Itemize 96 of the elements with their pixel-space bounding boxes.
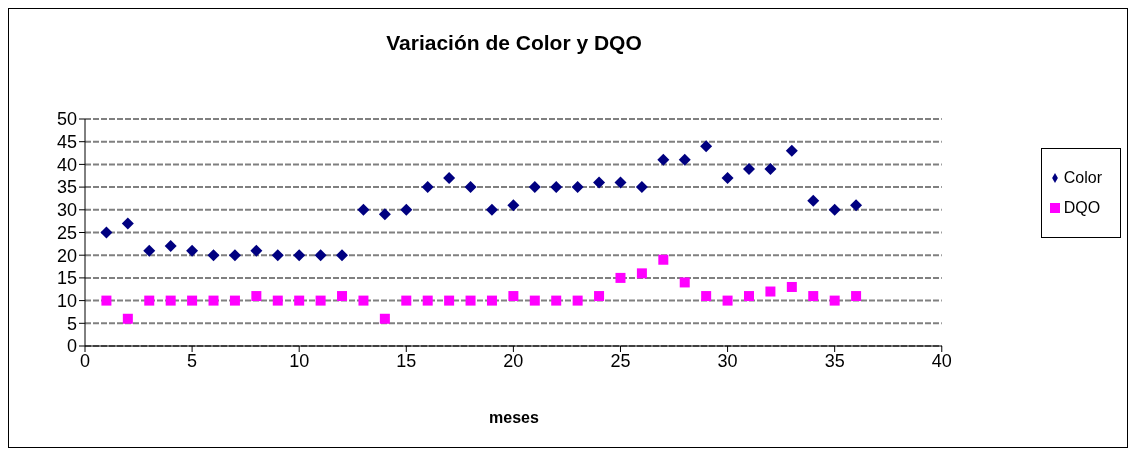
point (635, 181, 648, 194)
point (657, 153, 670, 166)
point (528, 181, 541, 194)
point (594, 291, 605, 302)
point (636, 268, 647, 279)
y-tick-label: 25 (56, 222, 77, 243)
x-tick-label: 30 (717, 350, 738, 371)
point (400, 203, 413, 216)
point (658, 254, 669, 265)
point (722, 295, 733, 306)
point (550, 181, 563, 194)
point (551, 295, 562, 306)
point (421, 181, 434, 194)
y-tick-label: 0 (66, 336, 77, 357)
point (765, 286, 776, 297)
point (807, 194, 820, 207)
y-tick-label: 30 (56, 200, 77, 221)
x-tick-label: 15 (396, 350, 417, 371)
x-tick-label: 25 (610, 350, 631, 371)
point (465, 295, 476, 306)
point (764, 162, 777, 175)
point (785, 144, 798, 157)
point (357, 203, 370, 216)
point (121, 217, 134, 230)
point (164, 240, 177, 253)
point (464, 181, 477, 194)
point (422, 295, 433, 306)
point (508, 291, 519, 302)
point (337, 291, 348, 302)
point (593, 176, 606, 189)
point (228, 249, 241, 262)
point (122, 313, 133, 324)
point (808, 291, 819, 302)
point (679, 277, 690, 288)
point (828, 203, 841, 216)
point (615, 272, 626, 283)
chart-title: Variación de Color y DQO (385, 31, 643, 55)
y-tick-label: 45 (56, 132, 77, 153)
x-tick-label: 20 (503, 350, 524, 371)
point (786, 281, 797, 292)
x-tick-label: 40 (931, 350, 952, 371)
point (208, 295, 219, 306)
point (250, 244, 263, 257)
point (721, 172, 734, 185)
point (614, 176, 627, 189)
y-tick-label: 10 (56, 290, 77, 311)
point (271, 249, 284, 262)
point (507, 199, 520, 212)
point (144, 295, 155, 306)
point (272, 295, 283, 306)
point (444, 295, 455, 306)
y-tick-label: 15 (56, 268, 77, 289)
y-tick-label: 5 (66, 313, 77, 334)
point (486, 295, 497, 306)
x-tick-label: 35 (824, 350, 845, 371)
point (315, 295, 326, 306)
point (742, 162, 755, 175)
y-tick-label: 40 (56, 154, 77, 175)
point (701, 291, 712, 302)
point (829, 295, 840, 306)
point (851, 291, 862, 302)
y-tick-label: 50 (56, 109, 77, 130)
legend-label: DQO (1063, 198, 1101, 216)
point (529, 295, 540, 306)
point (743, 291, 754, 302)
point (379, 313, 390, 324)
point (186, 244, 199, 257)
point (485, 203, 498, 216)
point (293, 249, 306, 262)
point (700, 140, 713, 153)
point (207, 249, 220, 262)
point (572, 295, 583, 306)
point (850, 199, 863, 212)
point (187, 295, 198, 306)
y-tick-label: 20 (56, 245, 77, 266)
point (229, 295, 240, 306)
point (678, 153, 691, 166)
point (143, 244, 156, 257)
x-tick-label: 5 (187, 350, 198, 371)
point (358, 295, 369, 306)
x-tick-label: 10 (289, 350, 310, 371)
point (251, 291, 262, 302)
point (336, 249, 349, 262)
point (101, 295, 112, 306)
x-axis-title: meses (488, 409, 540, 427)
point (165, 295, 176, 306)
point (314, 249, 327, 262)
legend-label: Color (1063, 168, 1102, 186)
point (378, 208, 391, 221)
point (571, 181, 584, 194)
point (401, 295, 412, 306)
x-tick-label: 0 (79, 350, 91, 371)
point (294, 295, 305, 306)
point (100, 226, 113, 239)
point (443, 172, 456, 185)
y-tick-label: 35 (56, 177, 77, 198)
